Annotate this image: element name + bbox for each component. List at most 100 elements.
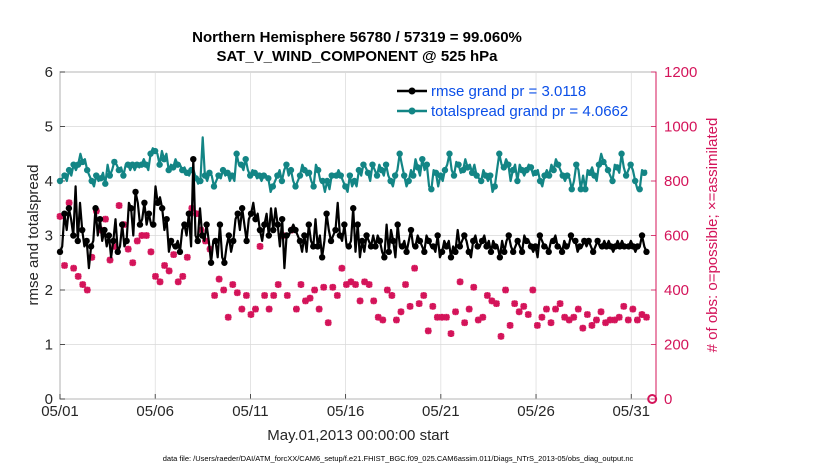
obs-marker-stroke	[579, 324, 587, 332]
rmse-point	[638, 232, 646, 239]
obs-marker-stroke	[170, 251, 178, 258]
rmse-point	[234, 210, 241, 217]
obs-marker	[447, 330, 455, 337]
totalspread-point	[97, 175, 104, 182]
totalspread-point	[102, 180, 109, 187]
totalspread-point	[355, 166, 363, 174]
totalspread-point	[532, 169, 539, 177]
obs-marker	[320, 283, 328, 291]
obs-marker-stroke	[470, 283, 478, 291]
rmse-point	[563, 243, 570, 250]
rmse-point	[243, 237, 250, 245]
obs-marker-stroke	[588, 322, 596, 329]
obs-marker-stroke	[338, 264, 346, 272]
rmse-point	[398, 243, 406, 250]
obs-marker	[570, 313, 578, 321]
obs-marker	[215, 275, 223, 283]
rmse-point	[119, 221, 126, 228]
totalspread-point	[151, 147, 159, 155]
rmse-point	[336, 232, 344, 239]
rmse-point	[505, 232, 512, 239]
totalspread-point	[206, 169, 213, 177]
rmse-point	[554, 243, 561, 250]
totalspread-point	[564, 172, 571, 179]
rmse-point	[403, 248, 410, 256]
rmse-point	[470, 237, 477, 245]
totalspread-point	[274, 172, 281, 179]
rmse-point	[265, 232, 273, 239]
obs-marker-stroke	[283, 292, 291, 299]
totalspread-point	[577, 185, 585, 193]
rmse-point	[252, 215, 259, 223]
obs-marker-stroke	[638, 311, 646, 318]
obs-marker-stroke	[393, 316, 400, 324]
obs-marker-stroke	[561, 313, 569, 321]
obs-marker-stroke	[161, 262, 168, 269]
obs-marker	[274, 281, 282, 288]
totalspread-point	[396, 150, 403, 157]
totalspread-point	[215, 172, 222, 179]
obs-marker-stroke	[333, 292, 341, 299]
totalspread-point	[387, 177, 394, 185]
obs-marker-stroke	[115, 202, 123, 209]
obs-marker	[315, 305, 323, 313]
obs-marker-stroke	[570, 313, 578, 321]
rmse-point	[394, 221, 401, 228]
obs-marker-stroke	[247, 311, 255, 318]
obs-marker	[324, 319, 332, 327]
obs-marker-stroke	[383, 286, 391, 294]
obs-marker-stroke	[129, 259, 137, 267]
obs-marker	[297, 281, 305, 288]
rmse-point	[318, 254, 326, 261]
rmse-point	[261, 221, 268, 228]
obs-marker-stroke	[106, 256, 114, 264]
totalspread-point	[328, 172, 335, 179]
obs-marker	[179, 272, 187, 280]
totalspread-point	[613, 164, 621, 171]
totalspread-point	[228, 172, 236, 179]
totalspread-point	[278, 177, 286, 185]
totalspread-point	[600, 158, 607, 166]
obs-marker-stroke	[65, 199, 73, 207]
totalspread-point	[509, 166, 517, 174]
obs-marker	[402, 281, 409, 288]
obs-marker	[124, 245, 132, 253]
rmse-point	[247, 210, 255, 217]
totalspread-point	[124, 161, 132, 168]
rmse-point	[314, 243, 321, 250]
rmse-point	[163, 215, 170, 223]
obs-marker	[502, 286, 509, 294]
rmse-point	[545, 248, 552, 256]
totalspread-point	[138, 161, 145, 168]
obs-marker-stroke	[352, 281, 359, 288]
obs-marker-stroke	[261, 292, 268, 299]
rmse-point	[136, 221, 144, 228]
rmse-point	[150, 221, 157, 228]
rmse-point	[527, 243, 535, 250]
chart-title-line1: Northern Hemisphere 56780 / 57319 = 99.0…	[192, 29, 522, 46]
obs-marker-stroke	[229, 281, 237, 288]
y-left-tick-label: 3	[45, 228, 53, 245]
y-right-tick-label: 1000	[664, 119, 697, 136]
totalspread-point	[287, 166, 295, 174]
legend-spread-label: totalspread grand pr = 4.0662	[431, 103, 628, 120]
obs-marker	[420, 292, 428, 299]
rmse-point	[74, 237, 81, 245]
obs-marker-stroke	[252, 305, 259, 313]
x-tick-label: 05/16	[327, 403, 365, 420]
rmse-point	[332, 226, 339, 234]
obs-marker-stroke	[402, 281, 409, 288]
obs-marker-stroke	[629, 305, 637, 313]
obs-marker	[252, 305, 259, 313]
x-tick-label: 05/06	[136, 403, 174, 420]
obs-marker-stroke	[143, 232, 150, 239]
rmse-point	[558, 248, 566, 256]
rmse-point	[576, 243, 584, 250]
obs-marker-stroke	[415, 300, 423, 308]
totalspread-point	[129, 161, 136, 168]
obs-marker-stroke	[529, 286, 537, 294]
obs-marker	[161, 262, 168, 269]
totalspread-point	[310, 183, 317, 190]
obs-marker	[538, 313, 546, 321]
obs-marker	[156, 278, 164, 286]
